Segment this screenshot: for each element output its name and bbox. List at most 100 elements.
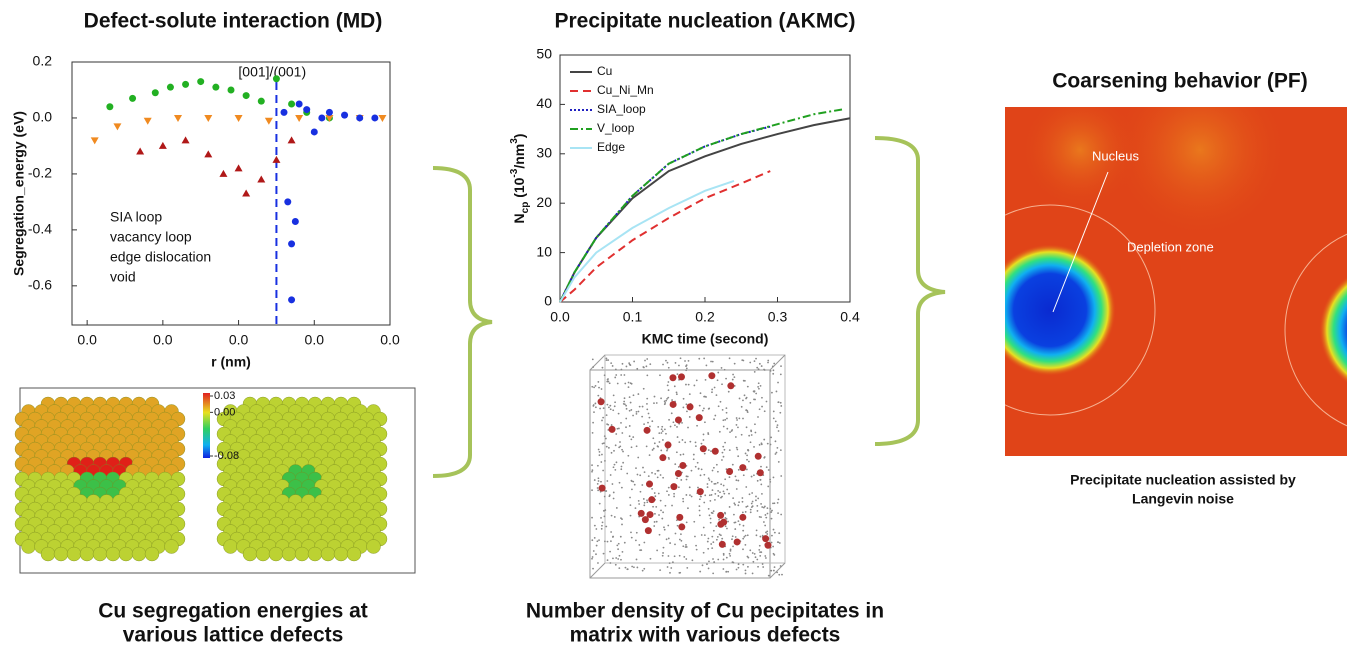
atom-dot: [691, 470, 693, 472]
y-axis-label: Segregation_energy (eV): [11, 111, 27, 276]
atom-dot: [703, 439, 705, 441]
point: [356, 114, 363, 121]
atom-dot: [631, 566, 633, 568]
atom-dot: [726, 528, 728, 530]
atom-dot: [659, 441, 661, 443]
atom-dot: [591, 517, 593, 519]
y-tick-label: 40: [536, 95, 552, 111]
atom-dot: [643, 498, 645, 500]
colorbar-label: 0.00: [214, 406, 235, 418]
atom-dot: [661, 428, 663, 430]
atom-dot: [767, 362, 769, 364]
atom-dot: [668, 494, 670, 496]
atom-dot: [773, 553, 775, 555]
point: [292, 218, 299, 225]
atom-dot: [606, 423, 608, 425]
atom-dot: [739, 524, 741, 526]
atom-dot: [628, 362, 630, 364]
atom-dot: [677, 525, 679, 527]
atom: [243, 547, 257, 561]
atom-dot: [629, 497, 631, 499]
atom-dot: [732, 497, 734, 499]
atom-dot: [667, 362, 669, 364]
atom-dot: [778, 430, 780, 432]
atom-dot: [757, 510, 759, 512]
atom-dot: [593, 411, 595, 413]
atom-dot: [738, 469, 740, 471]
colorbar-label: 0.03: [214, 390, 235, 402]
atom-dot: [669, 572, 671, 574]
atom-dot: [685, 369, 687, 371]
point: [288, 296, 295, 303]
atom-dot: [773, 570, 775, 572]
atom-dot: [658, 493, 660, 495]
atom-dot: [618, 446, 620, 448]
atom-dot: [620, 374, 622, 376]
atom-dot: [646, 374, 648, 376]
atom-dot: [695, 545, 697, 547]
atom-dot: [592, 366, 594, 368]
atom-dot: [674, 463, 676, 465]
atom-dot: [646, 408, 648, 410]
atom-dot: [638, 544, 640, 546]
atom-dot: [708, 508, 710, 510]
atom-dot: [606, 414, 608, 416]
atom-dot: [699, 405, 701, 407]
atom-dot: [649, 363, 651, 365]
atom-dot: [644, 360, 646, 362]
atom-dot: [778, 532, 780, 534]
atom-dot: [759, 545, 761, 547]
atom-dot: [637, 393, 639, 395]
atom-dot: [672, 561, 674, 563]
point: [296, 100, 303, 107]
atom-dot: [737, 504, 739, 506]
caption: Precipitate nucleation assisted by: [1070, 472, 1296, 488]
atom-dot: [599, 503, 601, 505]
precipitate: [609, 426, 616, 433]
atom-dot: [635, 467, 637, 469]
y-tick-label: 30: [536, 145, 552, 161]
atom-dot: [710, 361, 712, 363]
atom-dot: [730, 550, 732, 552]
precipitate: [675, 416, 682, 423]
atom-dot: [601, 388, 603, 390]
atom-dot: [693, 385, 695, 387]
atom-dot: [648, 475, 650, 477]
atom-dot: [703, 552, 705, 554]
precipitate: [700, 445, 707, 452]
precipitate: [645, 527, 652, 534]
atom-dot: [694, 536, 696, 538]
atom-dot: [596, 545, 598, 547]
atom-dot: [660, 509, 662, 511]
atom-dot: [760, 536, 762, 538]
atom-dot: [620, 536, 622, 538]
atom-dot: [629, 396, 631, 398]
atom-dot: [653, 525, 655, 527]
atom-dot: [760, 385, 762, 387]
atom-dot: [652, 506, 654, 508]
atom-dot: [735, 475, 737, 477]
atom-dot: [654, 492, 656, 494]
atom-dot: [638, 500, 640, 502]
atom-dot: [708, 561, 710, 563]
atom-dot: [644, 502, 646, 504]
atom-dot: [686, 522, 688, 524]
point: [152, 89, 159, 96]
atom-dot: [778, 574, 780, 576]
atom-dot: [765, 557, 767, 559]
precipitate: [739, 464, 746, 471]
atom-dot: [635, 507, 637, 509]
atom-dot: [761, 506, 763, 508]
atom-dot: [622, 363, 624, 365]
point: [243, 92, 250, 99]
x-tick-label: 0.0: [550, 309, 570, 325]
atom-dot: [601, 420, 603, 422]
caption: various lattice defects: [123, 624, 344, 647]
atom-dot: [779, 542, 781, 544]
atom-dot: [747, 505, 749, 507]
atom-dot: [725, 517, 727, 519]
atom-dot: [724, 478, 726, 480]
atom-dot: [770, 511, 772, 513]
atom-dot: [613, 450, 615, 452]
atom-dot: [669, 542, 671, 544]
